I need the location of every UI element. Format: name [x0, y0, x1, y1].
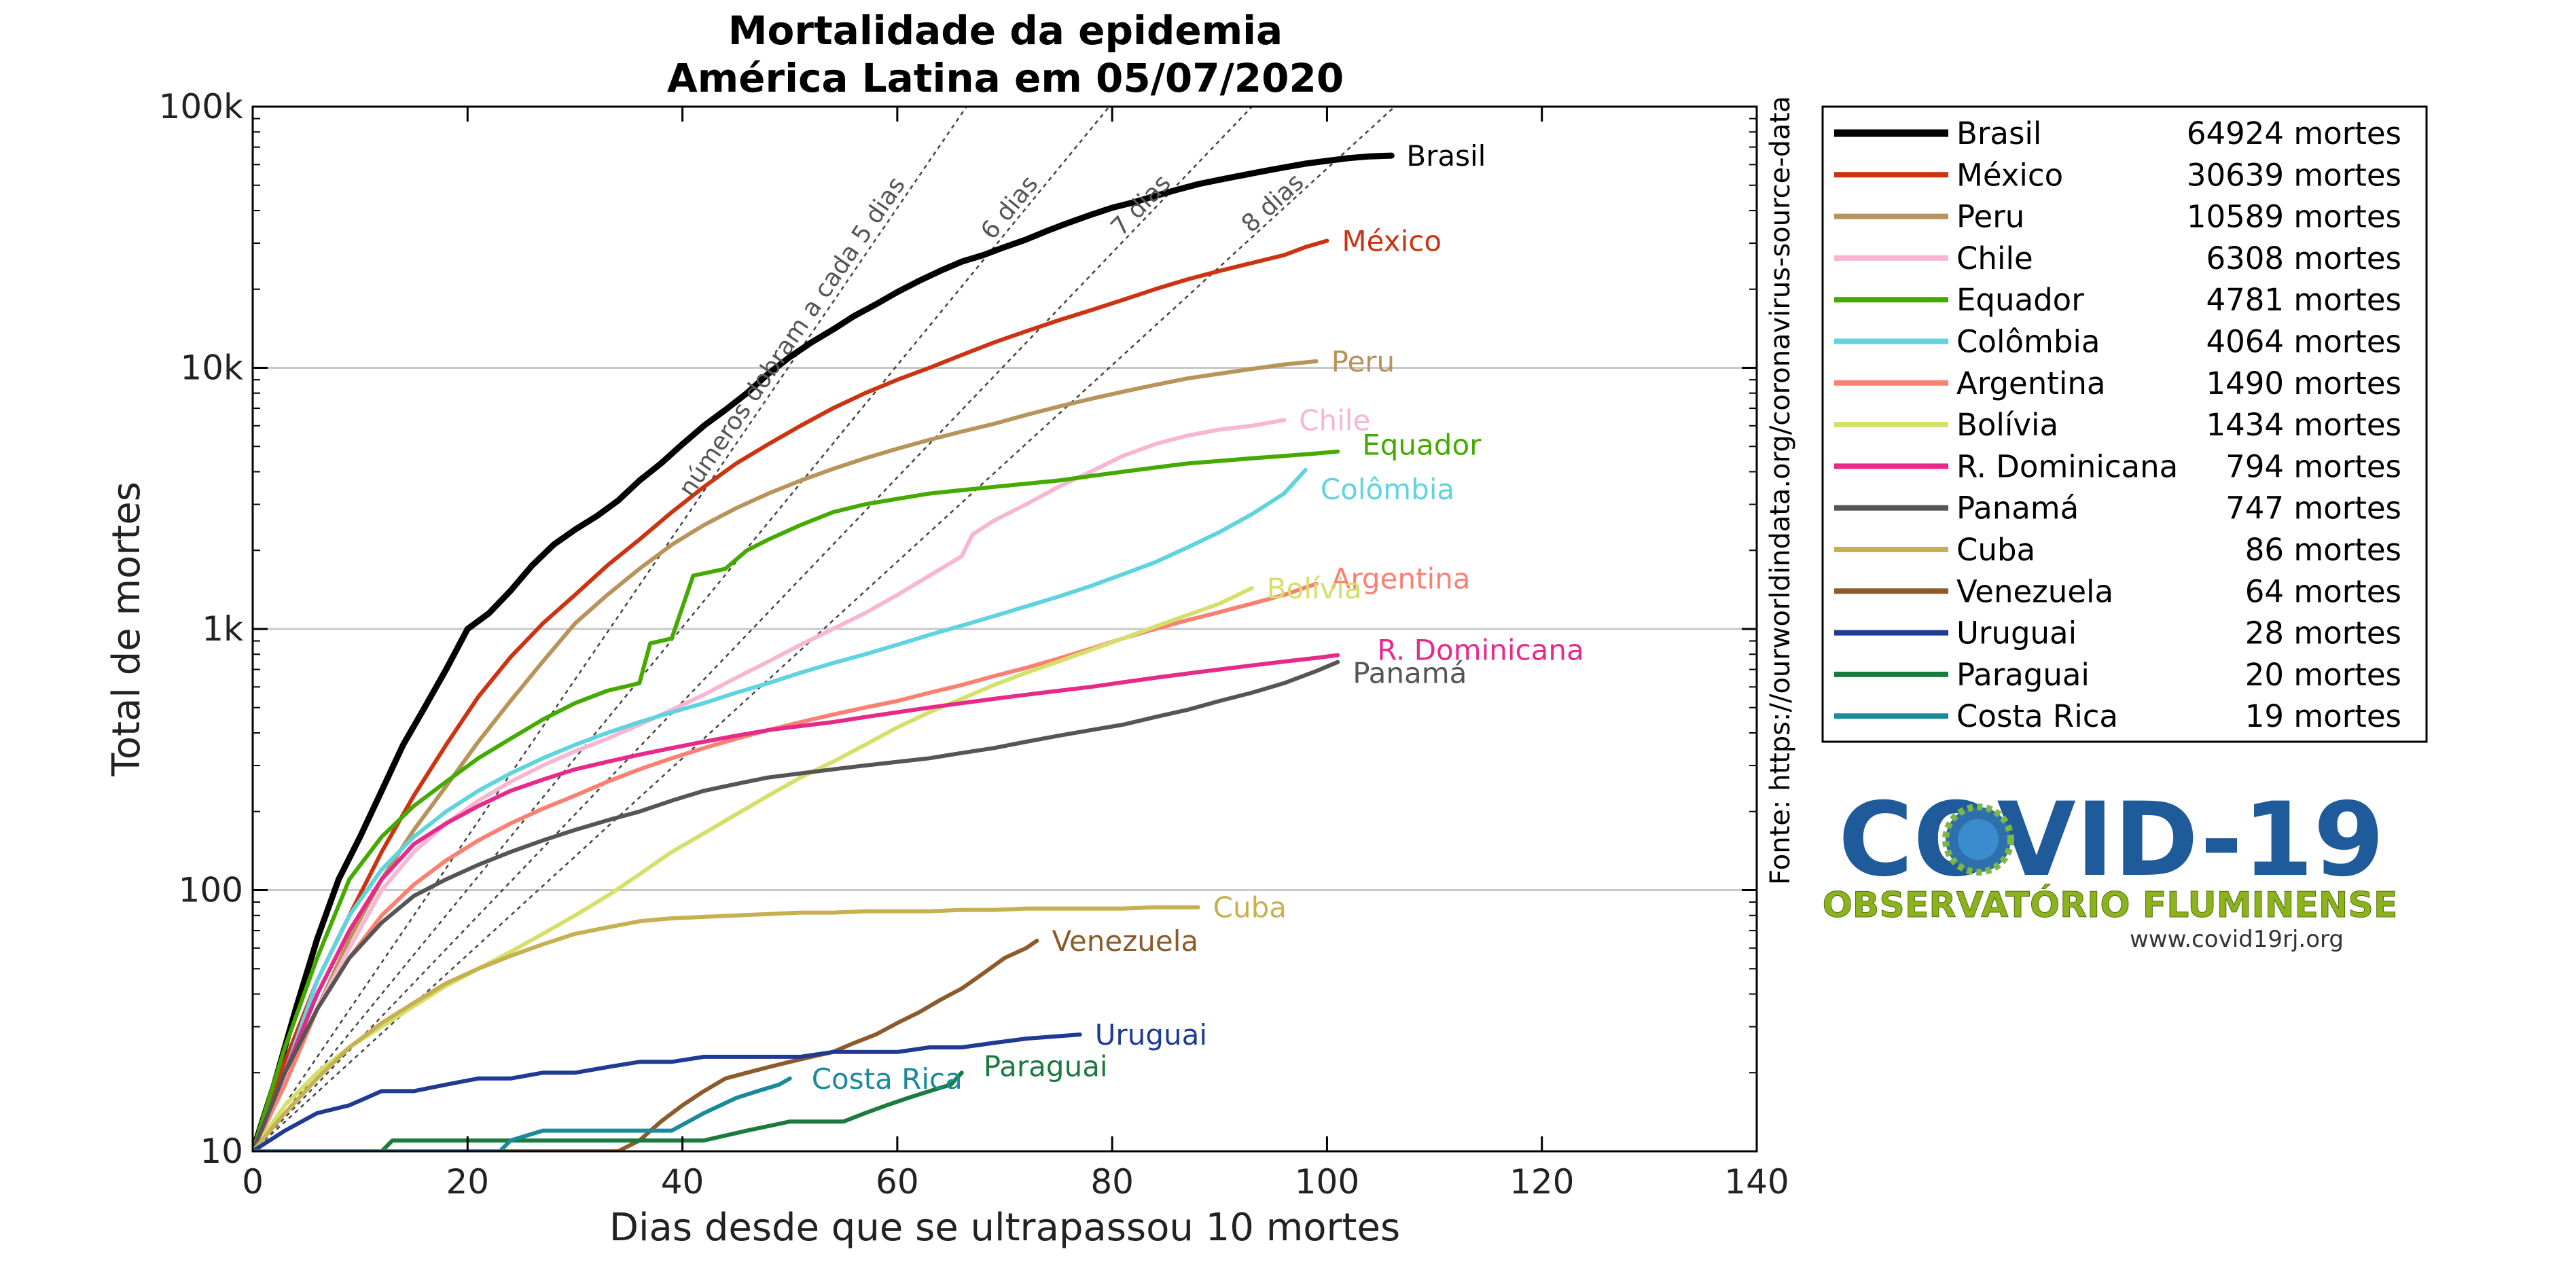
source-label: Fonte: https://ourworldindata.org/corona…	[1765, 96, 1796, 885]
legend-value: 64924 mortes	[2187, 115, 2401, 151]
series-line	[253, 653, 1340, 1151]
legend-name: Panamá	[1956, 490, 2079, 526]
x-tick-label: 80	[1090, 1162, 1134, 1202]
legend-value: 19 mortes	[2245, 698, 2401, 734]
y-axis-label: Total de mortes	[105, 482, 149, 777]
logo-subtitle: OBSERVATÓRIO FLUMINENSE	[1823, 884, 2398, 926]
series-end-label: Brasil	[1406, 139, 1486, 173]
series-end-label: Peru	[1331, 345, 1395, 378]
series-line	[253, 1076, 792, 1151]
x-tick-label: 20	[446, 1162, 489, 1202]
legend-value: 30639 mortes	[2187, 157, 2401, 193]
legend-name: Cuba	[1956, 532, 2035, 568]
series-line	[253, 586, 1254, 1151]
series-end-label: Paraguai	[984, 1049, 1108, 1083]
legend-value: 794 mortes	[2225, 448, 2401, 484]
x-tick-label: 40	[661, 1162, 704, 1202]
series-end-label: México	[1342, 225, 1442, 258]
series-line	[253, 418, 1287, 1151]
legend-name: Bolívia	[1956, 407, 2058, 443]
grid-lines	[253, 367, 1757, 891]
legend-value: 64 mortes	[2245, 573, 2401, 609]
series-end-label: Cuba	[1213, 891, 1287, 924]
series-line	[253, 238, 1329, 1151]
legend-name: México	[1956, 157, 2063, 193]
axis-ticks: 10 100 1k 10k 100k 0 20 40 60 80 100 120 140	[159, 87, 1789, 1202]
logo-url: www.covid19rj.org	[2130, 926, 2344, 953]
series-end-label: R. Dominicana	[1377, 634, 1584, 667]
doubling-guide-line	[253, 107, 1395, 1151]
legend-name: Colômbia	[1956, 324, 2100, 360]
series-line	[253, 1032, 1082, 1151]
legend-name: Uruguai	[1956, 615, 2077, 651]
y-tick-label: 1k	[202, 609, 243, 649]
virus-icon	[1942, 804, 2014, 876]
doubling-guide-label: números dobram a cada 5 dias	[673, 172, 911, 501]
legend-value: 747 mortes	[2225, 490, 2401, 526]
doubling-guide-labels: números dobram a cada 5 dias 6 dias 7 dias…	[673, 168, 1309, 502]
y-tick-label: 10k	[180, 348, 243, 388]
legend-name: Costa Rica	[1956, 698, 2118, 734]
legend-value: 28 mortes	[2245, 615, 2401, 651]
logo-title: COVID-19	[1838, 781, 2384, 899]
legend-name: Peru	[1956, 199, 2024, 235]
series-end-label: Chile	[1299, 403, 1370, 437]
series-line	[253, 449, 1340, 1151]
legend-value: 4064 mortes	[2206, 324, 2401, 360]
x-tick-label: 60	[876, 1162, 919, 1202]
series-end-label: Argentina	[1331, 562, 1471, 595]
series-line	[253, 939, 1039, 1151]
doubling-guide-label: 8 dias	[1236, 168, 1309, 238]
series-lines	[253, 152, 1395, 1151]
series-line	[253, 581, 1319, 1151]
series-end-label: Bolívia	[1267, 572, 1362, 605]
chart-title: Mortalidade da epidemia	[728, 7, 1283, 54]
series-line	[253, 660, 1340, 1151]
legend-name: Venezuela	[1956, 573, 2113, 609]
x-tick-label: 100	[1295, 1162, 1359, 1202]
legend-name: Paraguai	[1956, 657, 2090, 693]
series-end-label: Costa Rica	[812, 1062, 963, 1096]
y-tick-label: 100k	[159, 87, 243, 126]
legend-name: Brasil	[1956, 115, 2041, 151]
doubling-guide-line	[253, 107, 967, 1151]
series-line	[253, 359, 1319, 1151]
x-axis-label: Dias desde que se ultrapassou 10 mortes	[609, 1206, 1400, 1250]
series-line	[253, 1070, 964, 1151]
legend-value: 10589 mortes	[2187, 199, 2401, 235]
series-end-label: Colômbia	[1321, 473, 1454, 506]
y-tick-label: 10	[200, 1132, 243, 1171]
covid19-logo: COVID-19 OBSERVATÓRIO FLUMINENSE www.cov…	[1822, 781, 2398, 953]
series-end-label: Venezuela	[1052, 924, 1198, 958]
legend: Brasil 64924 mortes México 30639 mortes Peru…	[1821, 105, 2428, 743]
x-tick-label: 0	[242, 1162, 264, 1202]
series-end-label: Equador	[1362, 429, 1482, 462]
series-line	[253, 905, 1200, 1151]
x-tick-label: 140	[1724, 1162, 1789, 1202]
legend-name: Equador	[1956, 282, 2084, 318]
doubling-guide-line	[253, 107, 1110, 1151]
legend-value: 86 mortes	[2245, 532, 2401, 568]
y-tick-label: 100	[179, 871, 243, 910]
doubling-guides	[253, 107, 1395, 1151]
legend-name: Chile	[1956, 240, 2033, 276]
series-end-label: Panamá	[1353, 657, 1467, 690]
legend-value: 4781 mortes	[2206, 282, 2401, 318]
series-line	[253, 152, 1395, 1151]
legend-value: 6308 mortes	[2206, 240, 2401, 276]
x-tick-label: 120	[1509, 1162, 1574, 1202]
legend-name: R. Dominicana	[1956, 448, 2178, 484]
legend-value: 1490 mortes	[2206, 365, 2401, 401]
legend-value: 1434 mortes	[2206, 407, 2401, 443]
series-end-label: Uruguai	[1095, 1018, 1207, 1051]
legend-value: 20 mortes	[2245, 657, 2401, 693]
legend-name: Argentina	[1956, 365, 2106, 401]
chart-subtitle: América Latina em 05/07/2020	[667, 55, 1344, 101]
series-line	[253, 467, 1308, 1151]
